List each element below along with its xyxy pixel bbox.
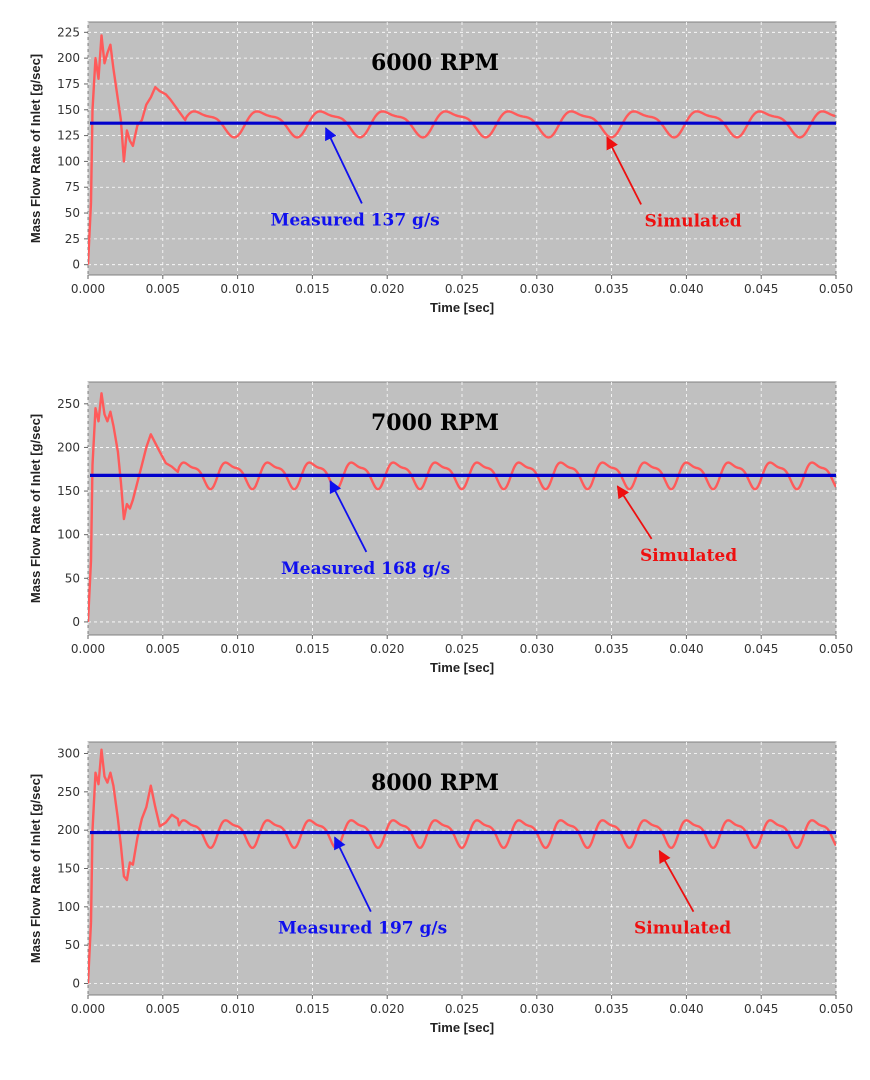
series-simulated-line [88, 392, 836, 622]
x-tick-label: 0.035 [594, 282, 628, 296]
plot-title: 8000 RPM [371, 770, 499, 796]
plot-title: 6000 RPM [371, 50, 499, 76]
x-tick-label: 0.035 [594, 1002, 628, 1016]
x-tick-label: 0.010 [220, 1002, 254, 1016]
x-tick-label: 0.015 [295, 1002, 329, 1016]
x-axis-title: Time [sec] [430, 1020, 494, 1035]
annotation-simulated: Simulated [645, 211, 742, 231]
x-tick-label: 0.000 [71, 1002, 105, 1016]
x-tick-label: 0.035 [594, 642, 628, 656]
y-tick-label: 50 [65, 938, 80, 952]
x-tick-label: 0.045 [744, 642, 778, 656]
y-tick-label: 25 [65, 232, 80, 246]
annotation-measured: Measured 168 g/s [281, 559, 450, 579]
annotation-measured: Measured 197 g/s [278, 919, 447, 939]
x-tick-label: 0.025 [445, 282, 479, 296]
y-tick-label: 250 [57, 785, 80, 799]
x-tick-label: 0.045 [744, 1002, 778, 1016]
x-tick-label: 0.025 [445, 642, 479, 656]
series-simulated-line [88, 34, 836, 265]
chart-6000-rpm: 0.000 0.005 0.010 0.015 0.020 0.025 0.030 0.035… [28, 21, 853, 315]
x-tick-label: 0.030 [520, 1002, 554, 1016]
x-tick-label: 0.015 [295, 282, 329, 296]
y-tick-label: 0 [72, 615, 80, 629]
annotation-simulated: Simulated [634, 919, 731, 939]
x-tick-label: 0.015 [295, 642, 329, 656]
x-tick-label: 0.005 [146, 642, 180, 656]
y-tick-label: 300 [57, 747, 80, 761]
chart-8000-rpm: 0.000 0.005 0.010 0.015 0.020 0.025 0.030 0.035… [28, 741, 853, 1035]
chart-panel-6000-rpm: 0.000 0.005 0.010 0.015 0.020 0.025 0.030 0.035… [0, 0, 870, 330]
y-tick-label: 175 [57, 77, 80, 91]
arrow-simulated [658, 849, 695, 913]
plot-title: 7000 RPM [371, 410, 499, 436]
y-tick-label: 125 [57, 129, 80, 143]
x-tick-label: 0.040 [669, 1002, 703, 1016]
annotation-measured: Measured 137 g/s [271, 210, 440, 230]
x-tick-label: 0.040 [669, 282, 703, 296]
x-axis-title: Time [sec] [430, 300, 494, 315]
arrow-measured [325, 127, 363, 204]
y-tick-label: 50 [65, 206, 80, 220]
x-tick-label: 0.010 [220, 642, 254, 656]
y-tick-label: 150 [57, 103, 80, 117]
x-tick-label: 0.050 [819, 1002, 853, 1016]
y-axis-title: Mass Flow Rate of Inlet [g/sec] [28, 414, 43, 603]
x-tick-label: 0.030 [520, 642, 554, 656]
arrow-simulated [616, 485, 653, 540]
arrow-measured [334, 836, 372, 913]
y-tick-label: 250 [57, 397, 80, 411]
y-tick-label: 0 [72, 258, 80, 272]
x-tick-label: 0.020 [370, 642, 404, 656]
y-axis-title: Mass Flow Rate of Inlet [g/sec] [28, 54, 43, 243]
chart-panel-7000-rpm: 0.000 0.005 0.010 0.015 0.020 0.025 0.030 0.035… [0, 360, 870, 690]
y-tick-label: 225 [57, 25, 80, 39]
y-tick-label: 150 [57, 484, 80, 498]
y-tick-label: 150 [57, 862, 80, 876]
y-tick-label: 100 [57, 900, 80, 914]
chart-panel-8000-rpm: 0.000 0.005 0.010 0.015 0.020 0.025 0.030 0.035… [0, 720, 870, 1050]
arrow-simulated [606, 136, 642, 205]
x-tick-label: 0.025 [445, 1002, 479, 1016]
y-tick-label: 100 [57, 154, 80, 168]
x-axis-title: Time [sec] [430, 660, 494, 675]
x-tick-label: 0.020 [370, 282, 404, 296]
y-tick-label: 200 [57, 440, 80, 454]
arrow-measured [329, 480, 368, 553]
y-tick-label: 50 [65, 571, 80, 585]
chart-7000-rpm: 0.000 0.005 0.010 0.015 0.020 0.025 0.030 0.035… [28, 381, 853, 675]
x-tick-label: 0.030 [520, 282, 554, 296]
series-simulated-line [88, 748, 836, 984]
x-tick-label: 0.050 [819, 642, 853, 656]
x-tick-label: 0.010 [220, 282, 254, 296]
x-tick-label: 0.050 [819, 282, 853, 296]
x-tick-label: 0.000 [71, 282, 105, 296]
x-tick-label: 0.045 [744, 282, 778, 296]
y-tick-label: 0 [72, 977, 80, 991]
y-axis-title: Mass Flow Rate of Inlet [g/sec] [28, 774, 43, 963]
x-tick-label: 0.005 [146, 1002, 180, 1016]
y-tick-label: 200 [57, 823, 80, 837]
x-tick-label: 0.005 [146, 282, 180, 296]
y-tick-label: 200 [57, 51, 80, 65]
x-tick-label: 0.000 [71, 642, 105, 656]
x-tick-label: 0.020 [370, 1002, 404, 1016]
annotation-simulated: Simulated [640, 546, 737, 566]
y-tick-label: 100 [57, 528, 80, 542]
y-tick-label: 75 [65, 180, 80, 194]
x-tick-label: 0.040 [669, 642, 703, 656]
